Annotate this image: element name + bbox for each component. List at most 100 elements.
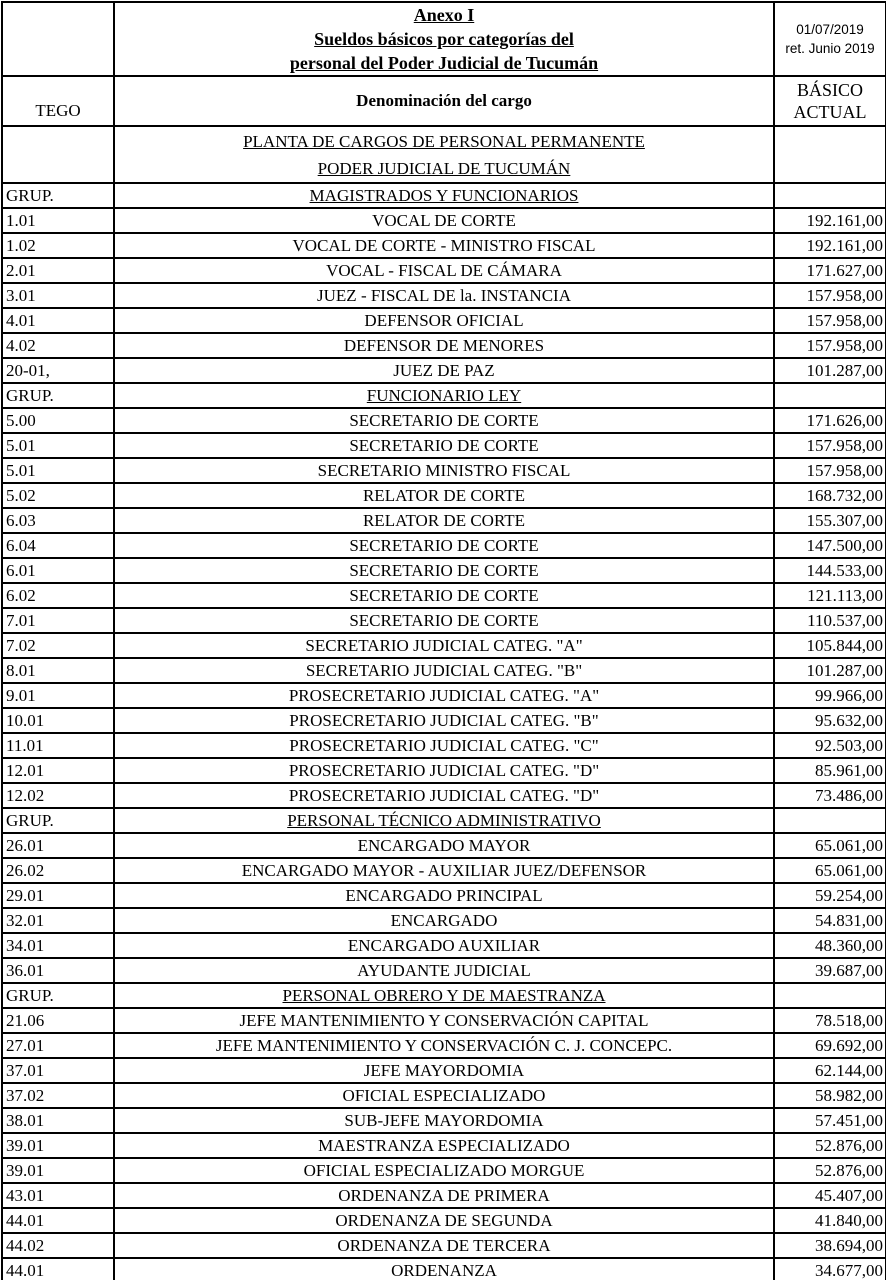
category-code: 44.01 — [1, 1207, 115, 1234]
table-row: 20-01, JUEZ DE PAZ 101.287,00 — [1, 357, 886, 384]
basic-salary-amount — [773, 382, 886, 409]
basic-salary-amount: 192.161,00 — [773, 207, 886, 234]
table-row: 5.02 RELATOR DE CORTE 168.732,00 — [1, 482, 886, 509]
category-code: 12.01 — [1, 757, 115, 784]
table-row: 6.02 SECRETARIO DE CORTE 121.113,00 — [1, 582, 886, 609]
category-code: 37.02 — [1, 1082, 115, 1109]
position-name: SECRETARIO JUDICIAL CATEG. "A" — [113, 632, 775, 659]
category-code: 1.02 — [1, 232, 115, 259]
table-row: 1.01 VOCAL DE CORTE 192.161,00 — [1, 207, 886, 234]
basic-salary-amount: 62.144,00 — [773, 1057, 886, 1084]
basic-salary-amount: 157.958,00 — [773, 307, 886, 334]
basic-salary-amount: 52.876,00 — [773, 1157, 886, 1184]
category-code: 2.01 — [1, 257, 115, 284]
category-code: GRUP. — [1, 807, 115, 834]
basic-salary-amount: 157.958,00 — [773, 332, 886, 359]
position-name: RELATOR DE CORTE — [113, 507, 775, 534]
title-left-empty-cell — [1, 1, 115, 77]
effective-date-cell: 01/07/2019 ret. Junio 2019 — [773, 1, 886, 77]
category-code: GRUP. — [1, 382, 115, 409]
table-row: 5.01 SECRETARIO DE CORTE 157.958,00 — [1, 432, 886, 459]
basic-salary-header-line2: ACTUAL — [793, 102, 867, 122]
category-code: 8.01 — [1, 657, 115, 684]
category-code: 7.01 — [1, 607, 115, 634]
table-row: 6.03 RELATOR DE CORTE 155.307,00 — [1, 507, 886, 534]
category-code: 9.01 — [1, 682, 115, 709]
table-row: 34.01 ENCARGADO AUXILIAR 48.360,00 — [1, 932, 886, 959]
category-code: GRUP. — [1, 982, 115, 1009]
group-title: PERSONAL TÉCNICO ADMINISTRATIVO — [113, 807, 775, 834]
basic-salary-amount: 147.500,00 — [773, 532, 886, 559]
category-code: 44.02 — [1, 1232, 115, 1259]
table-row: 37.01 JEFE MAYORDOMIA 62.144,00 — [1, 1057, 886, 1084]
position-name: ENCARGADO MAYOR - AUXILIAR JUEZ/DEFENSOR — [113, 857, 775, 884]
position-name: JEFE MANTENIMIENTO Y CONSERVACIÓN C. J. … — [113, 1032, 775, 1059]
basic-salary-amount: 69.692,00 — [773, 1032, 886, 1059]
table-row: 9.01 PROSECRETARIO JUDICIAL CATEG. "A" 99.… — [1, 682, 886, 709]
category-code: 6.01 — [1, 557, 115, 584]
basic-salary-amount: 105.844,00 — [773, 632, 886, 659]
table-row: 26.01 ENCARGADO MAYOR 65.061,00 — [1, 832, 886, 859]
table-row: 7.02 SECRETARIO JUDICIAL CATEG. "A" 105.84… — [1, 632, 886, 659]
basic-salary-amount: 65.061,00 — [773, 857, 886, 884]
table-row: 44.01 ORDENANZA 34.677,00 — [1, 1257, 886, 1280]
category-code: 32.01 — [1, 907, 115, 934]
category-code: 3.01 — [1, 282, 115, 309]
position-name: ORDENANZA — [113, 1257, 775, 1280]
basic-salary-amount: 39.687,00 — [773, 957, 886, 984]
category-code: 4.02 — [1, 332, 115, 359]
position-name: PROSECRETARIO JUDICIAL CATEG. "C" — [113, 732, 775, 759]
table-row: 7.01 SECRETARIO DE CORTE 110.537,00 — [1, 607, 886, 634]
table-row: 5.00 SECRETARIO DE CORTE 171.626,00 — [1, 407, 886, 434]
position-name: SECRETARIO DE CORTE — [113, 532, 775, 559]
basic-salary-amount: 34.677,00 — [773, 1257, 886, 1280]
table-row: 4.01 DEFENSOR OFICIAL 157.958,00 — [1, 307, 886, 334]
position-name: SECRETARIO JUDICIAL CATEG. "B" — [113, 657, 775, 684]
category-code: 6.03 — [1, 507, 115, 534]
basic-salary-amount: 73.486,00 — [773, 782, 886, 809]
basic-salary-amount: 54.831,00 — [773, 907, 886, 934]
category-code: 1.01 — [1, 207, 115, 234]
basic-salary-amount — [773, 182, 886, 209]
basic-salary-amount: 101.287,00 — [773, 357, 886, 384]
category-code: 5.00 — [1, 407, 115, 434]
table-row: 37.02 OFICIAL ESPECIALIZADO 58.982,00 — [1, 1082, 886, 1109]
table-row: 39.01 OFICIAL ESPECIALIZADO MORGUE 52.876,… — [1, 1157, 886, 1184]
subtitle-line-planta: PLANTA DE CARGOS DE PERSONAL PERMANENTE — [243, 131, 645, 151]
basic-salary-amount: 157.958,00 — [773, 282, 886, 309]
subtitle-left-empty-cell — [1, 125, 115, 184]
position-name: ENCARGADO MAYOR — [113, 832, 775, 859]
position-name: PROSECRETARIO JUDICIAL CATEG. "D" — [113, 782, 775, 809]
category-code: 34.01 — [1, 932, 115, 959]
category-code: GRUP. — [1, 182, 115, 209]
basic-salary-amount: 192.161,00 — [773, 232, 886, 259]
column-header-basic-salary: BÁSICO ACTUAL — [773, 75, 886, 127]
table-row: 38.01 SUB-JEFE MAYORDOMIA 57.451,00 — [1, 1107, 886, 1134]
basic-salary-amount: 57.451,00 — [773, 1107, 886, 1134]
position-name: JUEZ DE PAZ — [113, 357, 775, 384]
basic-salary-amount: 171.627,00 — [773, 257, 886, 284]
group-title: MAGISTRADOS Y FUNCIONARIOS — [113, 182, 775, 209]
position-name: OFICIAL ESPECIALIZADO MORGUE — [113, 1157, 775, 1184]
title-row: Anexo I Sueldos básicos por categorías d… — [1, 1, 886, 77]
position-name: ORDENANZA DE SEGUNDA — [113, 1207, 775, 1234]
column-header-row: TEGO Denominación del cargo BÁSICO ACTUA… — [1, 75, 886, 127]
category-code: 21.06 — [1, 1007, 115, 1034]
position-name: ENCARGADO AUXILIAR — [113, 932, 775, 959]
position-name: SECRETARIO DE CORTE — [113, 407, 775, 434]
position-name: SUB-JEFE MAYORDOMIA — [113, 1107, 775, 1134]
basic-salary-amount: 110.537,00 — [773, 607, 886, 634]
basic-salary-amount: 155.307,00 — [773, 507, 886, 534]
table-row: 12.02 PROSECRETARIO JUDICIAL CATEG. "D" 73… — [1, 782, 886, 809]
basic-salary-amount: 101.287,00 — [773, 657, 886, 684]
table-row: 44.02 ORDENANZA DE TERCERA 38.694,00 — [1, 1232, 886, 1259]
category-code: 26.01 — [1, 832, 115, 859]
table-row: 27.01 JEFE MANTENIMIENTO Y CONSERVACIÓN C… — [1, 1032, 886, 1059]
basic-salary-header-line1: BÁSICO — [796, 80, 863, 100]
category-code: 6.02 — [1, 582, 115, 609]
table-row: 1.02 VOCAL DE CORTE - MINISTRO FISCAL 192.… — [1, 232, 886, 259]
table-row: 4.02 DEFENSOR DE MENORES 157.958,00 — [1, 332, 886, 359]
basic-salary-amount: 45.407,00 — [773, 1182, 886, 1209]
category-code: 27.01 — [1, 1032, 115, 1059]
